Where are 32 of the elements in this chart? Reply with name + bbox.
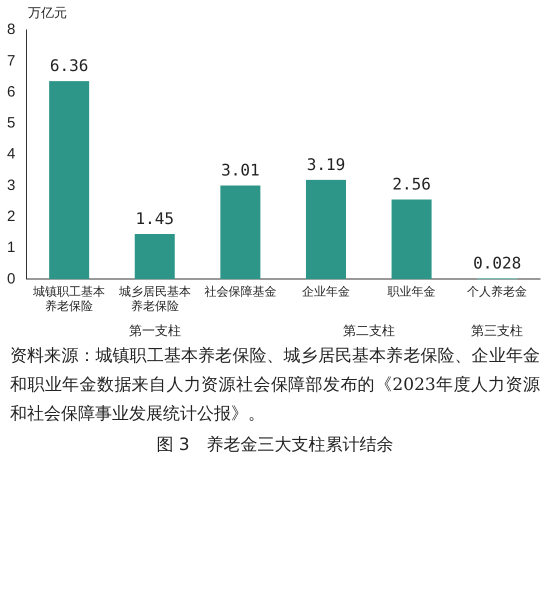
data-label: 2.56 — [392, 174, 431, 194]
y-tick-label: 5 — [7, 114, 16, 132]
bar — [134, 234, 175, 280]
text: 第三支柱 — [471, 323, 524, 340]
data-label: 0.028 — [473, 253, 522, 272]
data-label: 3.01 — [221, 160, 260, 180]
y-tick-label: 7 — [7, 52, 16, 70]
y-tick-label: 4 — [7, 146, 16, 163]
data-label: 6.36 — [50, 56, 88, 76]
y-axis-title: 万亿元 — [28, 5, 67, 22]
bar — [220, 185, 260, 280]
bar — [306, 180, 346, 280]
bar — [392, 199, 432, 280]
data-label: 1.45 — [135, 209, 174, 228]
text: 资料来源：城镇职工基本养老保险、城乡居民基本养老保险、企业年金和职业年金数据来自人力资源社会保障部发布的《2023年度人力资源和社会保障事业发展统计公报》。 — [10, 345, 540, 426]
x-tick-label: 个人养老金 — [467, 284, 528, 299]
x-tick-label: 城乡居民基本养老保险 — [118, 284, 191, 314]
y-tick-label: 6 — [7, 83, 16, 100]
x-tick-label: 社会保障基金 — [204, 284, 276, 299]
text: 第二支柱 — [342, 323, 395, 340]
y-tick-label: 1 — [7, 239, 16, 256]
x-tick-label: 城镇职工基本养老保险 — [32, 284, 106, 314]
data-label: 3.19 — [306, 154, 346, 174]
bar — [49, 81, 90, 280]
text: 图 3 养老金三大支柱累计结余 — [155, 434, 395, 456]
x-tick-label: 企业年金 — [302, 284, 350, 299]
y-tick-label: 0 — [7, 270, 16, 288]
y-tick-label: 3 — [7, 176, 16, 194]
text: 第一支柱 — [128, 323, 181, 340]
x-tick-label: 职业年金 — [388, 284, 436, 299]
y-tick-label: 8 — [7, 21, 16, 38]
y-tick-label: 2 — [7, 208, 16, 226]
